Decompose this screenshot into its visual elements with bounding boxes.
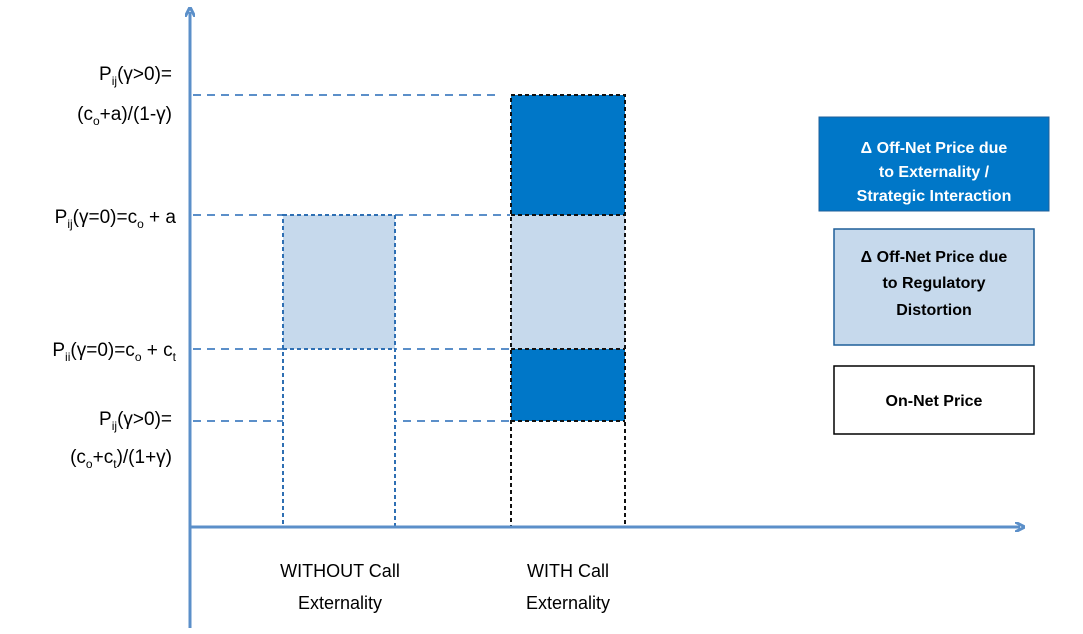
without-regulatory-segment	[283, 215, 395, 349]
bar-without-externality	[282, 214, 396, 528]
without-on-net-segment	[283, 349, 395, 527]
category-without-line1: WITHOUT Call	[280, 561, 400, 581]
legend: Δ Off-Net Price due to Externality / Str…	[818, 116, 1050, 435]
legend-regulatory-box	[833, 228, 1035, 346]
legend-on-net-box	[833, 365, 1035, 435]
label-p-ii-gamma0: Pii(γ=0)=co + ct	[52, 340, 176, 364]
with-regulatory-segment	[511, 215, 625, 349]
legend-on-net-label: On-Net Price	[886, 393, 983, 410]
bar-with-externality	[510, 94, 626, 528]
label-p-top-line1: Pij(γ>0)=	[99, 64, 172, 88]
label-p-top-line2: (co+a)/(1-γ)	[77, 104, 172, 128]
with-externality-bottom-segment	[511, 349, 625, 421]
legend-externality-line2: to Externality /	[879, 164, 990, 181]
legend-regulatory-line3: Distortion	[896, 302, 972, 319]
category-with-line1: WITH Call	[527, 561, 609, 581]
label-p-bottom-line1: Pij(γ>0)=	[99, 409, 172, 433]
legend-externality-box	[818, 116, 1050, 212]
legend-externality-line1: Δ Off-Net Price due	[861, 140, 1008, 157]
with-on-net-segment	[511, 421, 625, 527]
with-externality-top-segment	[511, 95, 625, 215]
label-p-ij-gamma0: Pij(γ=0)=co + a	[55, 207, 177, 231]
label-p-bottom-line2: (co+ct)/(1+γ)	[70, 447, 172, 471]
legend-regulatory-line2: to Regulatory	[882, 275, 985, 292]
category-with-line2: Externality	[526, 593, 610, 613]
legend-regulatory-line1: Δ Off-Net Price due	[861, 249, 1008, 266]
legend-externality-line3: Strategic Interaction	[857, 188, 1012, 205]
category-without-line2: Externality	[298, 593, 382, 613]
